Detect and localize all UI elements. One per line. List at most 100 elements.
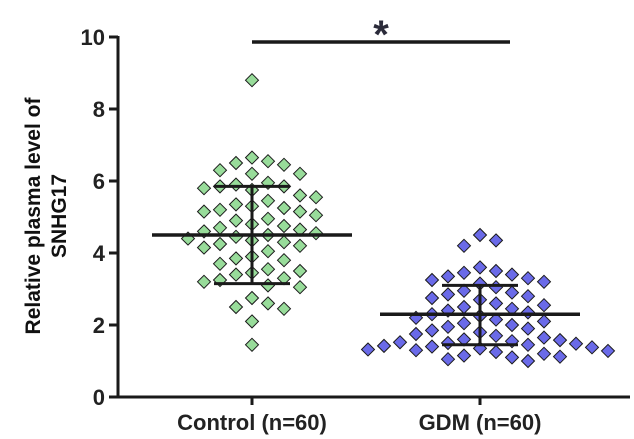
y-ticks: 0 2 4 6 8 10 — [81, 25, 118, 410]
mean-sd-bars — [152, 184, 580, 347]
point-gdm-59 — [520, 353, 536, 369]
point-control-38 — [292, 238, 308, 254]
y-tick-label-4: 8 — [93, 97, 105, 122]
point-gdm-58 — [440, 351, 456, 367]
point-control-20 — [212, 202, 228, 218]
point-control-57 — [276, 301, 292, 317]
point-gdm-19 — [488, 296, 504, 311]
point-gdm-36 — [408, 326, 424, 342]
point-gdm-43 — [440, 335, 456, 351]
y-axis-title-line-1: Relative plasma level of — [22, 97, 45, 335]
point-control-42 — [228, 251, 244, 266]
point-control-52 — [260, 278, 276, 293]
point-control-45 — [260, 261, 276, 277]
point-gdm-15 — [440, 287, 456, 302]
point-gdm-14 — [504, 285, 520, 300]
point-control-36 — [276, 234, 292, 250]
point-gdm-0 — [472, 227, 488, 243]
x-labels: Control (n=60) GDM (n=60) — [177, 397, 541, 435]
point-gdm-6 — [504, 267, 520, 282]
y-tick-label-0: 0 — [93, 385, 105, 410]
point-gdm-3 — [472, 260, 488, 275]
point-control-21 — [292, 204, 308, 219]
point-control-44 — [212, 256, 228, 272]
point-control-5 — [212, 162, 228, 178]
point-control-27 — [276, 218, 292, 234]
point-control-54 — [244, 290, 260, 306]
point-gdm-55 — [456, 348, 472, 363]
x-tick-label-0: Control (n=60) — [177, 410, 327, 435]
point-gdm-29 — [536, 314, 552, 329]
point-gdm-4 — [488, 263, 504, 279]
point-control-31 — [308, 225, 324, 241]
point-gdm-28 — [488, 312, 504, 327]
point-control-1 — [244, 150, 260, 165]
point-control-15 — [308, 189, 324, 205]
point-gdm-54 — [536, 346, 552, 362]
point-control-39 — [196, 240, 212, 255]
point-control-9 — [228, 177, 244, 192]
point-control-24 — [260, 211, 276, 227]
data-markers — [180, 72, 616, 369]
point-gdm-53 — [488, 344, 504, 360]
point-control-46 — [292, 263, 308, 279]
point-control-14 — [292, 188, 308, 203]
point-control-22 — [196, 204, 212, 219]
point-gdm-37 — [488, 328, 504, 344]
point-control-19 — [276, 200, 292, 216]
point-gdm-38 — [536, 330, 552, 345]
point-gdm-8 — [520, 270, 536, 286]
point-gdm-52 — [600, 343, 616, 359]
significance-annotation: * — [252, 13, 510, 57]
y-tick-label-1: 2 — [93, 313, 105, 338]
point-gdm-33 — [520, 321, 536, 336]
point-gdm-31 — [504, 317, 520, 333]
point-control-2 — [260, 153, 276, 169]
point-control-37 — [212, 236, 228, 252]
point-control-3 — [228, 155, 244, 171]
point-gdm-51 — [408, 342, 424, 358]
point-control-17 — [228, 197, 244, 212]
point-control-40 — [260, 243, 276, 259]
significance-star: * — [373, 13, 389, 57]
point-gdm-42 — [392, 335, 408, 350]
point-gdm-21 — [456, 299, 472, 315]
point-gdm-48 — [584, 340, 600, 355]
point-control-33 — [228, 229, 244, 245]
point-control-56 — [228, 299, 244, 315]
point-gdm-2 — [456, 238, 472, 254]
point-gdm-56 — [552, 349, 568, 364]
point-gdm-12 — [488, 279, 504, 295]
point-control-55 — [260, 296, 276, 311]
point-gdm-30 — [456, 315, 472, 331]
point-gdm-45 — [520, 337, 536, 353]
point-gdm-20 — [536, 297, 552, 313]
point-control-25 — [228, 213, 244, 228]
point-gdm-17 — [424, 290, 440, 306]
point-gdm-9 — [424, 272, 440, 288]
y-axis-title: Relative plasma level of SNHG17 — [22, 97, 71, 335]
point-control-12 — [196, 180, 212, 196]
point-control-23 — [308, 207, 324, 223]
point-control-51 — [196, 274, 212, 290]
point-gdm-44 — [568, 336, 584, 351]
point-gdm-10 — [536, 274, 552, 290]
point-gdm-34 — [424, 323, 440, 338]
point-gdm-24 — [520, 305, 536, 320]
point-gdm-40 — [552, 332, 568, 348]
point-control-4 — [276, 157, 292, 173]
point-control-48 — [228, 267, 244, 282]
point-gdm-13 — [456, 283, 472, 299]
point-gdm-46 — [376, 338, 392, 354]
y-axis-title-line-2: SNHG17 — [48, 174, 71, 258]
point-control-43 — [276, 252, 292, 268]
y-tick-label-2: 4 — [93, 241, 106, 266]
point-gdm-50 — [360, 342, 376, 357]
point-control-16 — [260, 193, 276, 209]
point-gdm-7 — [440, 269, 456, 284]
point-gdm-5 — [456, 265, 472, 281]
point-gdm-32 — [440, 319, 456, 335]
point-control-6 — [244, 166, 260, 182]
point-control-53 — [292, 279, 308, 295]
